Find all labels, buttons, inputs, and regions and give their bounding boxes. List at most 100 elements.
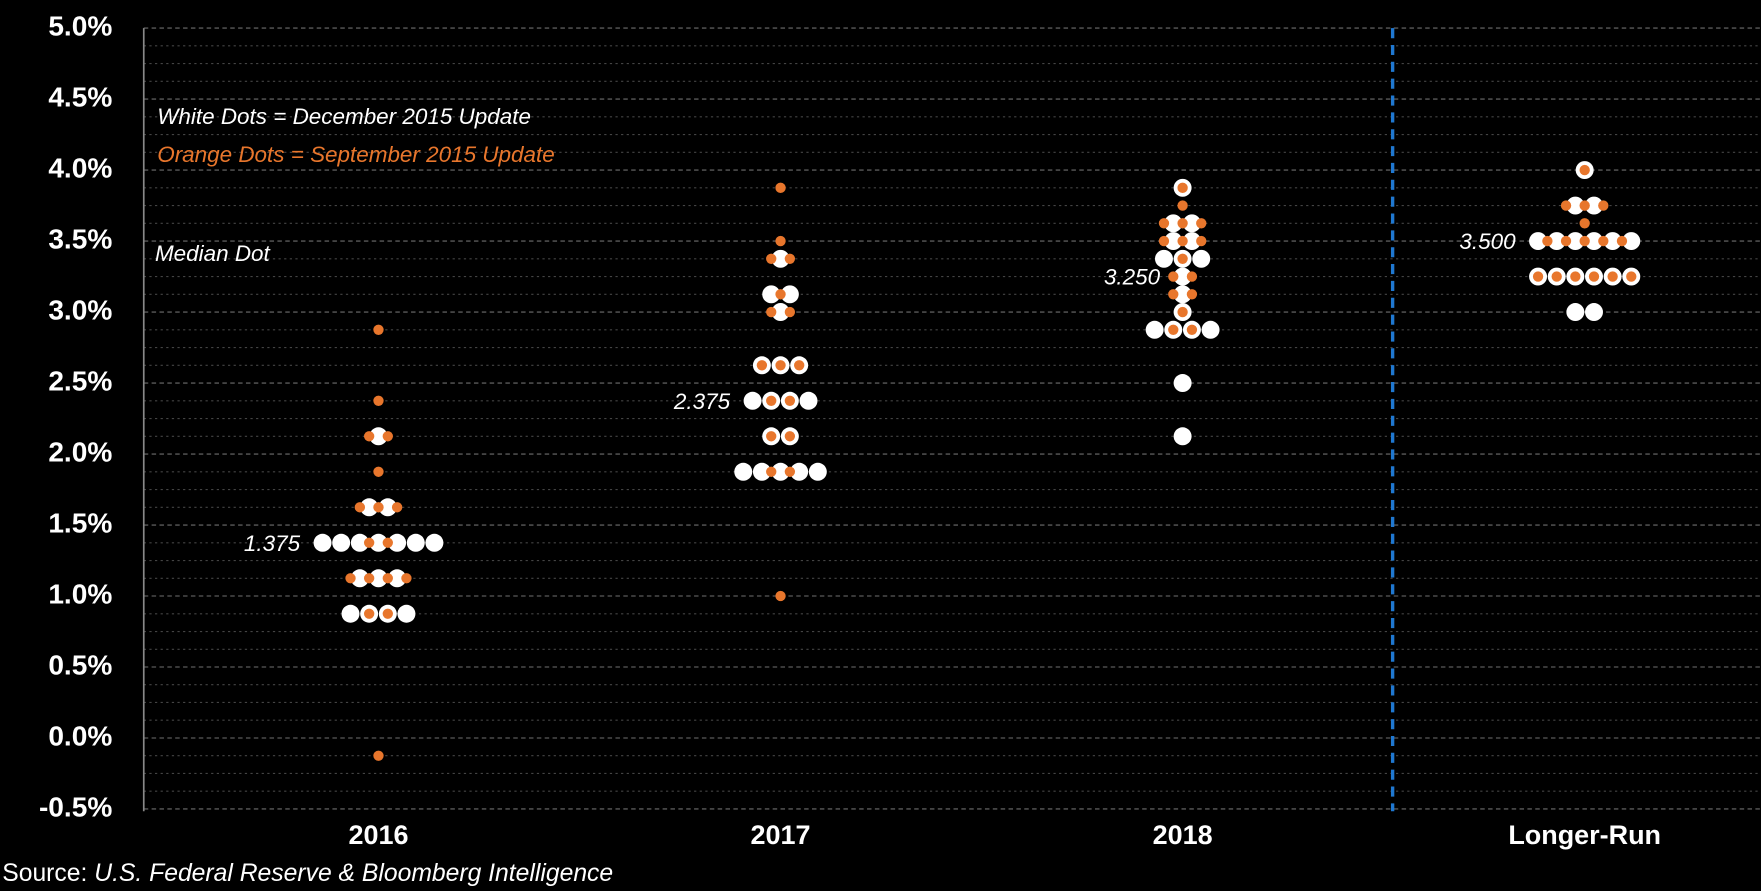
y-tick-label: 1.0% (48, 578, 112, 609)
dot (775, 182, 786, 193)
y-tick-label: 4.0% (48, 152, 112, 183)
dot (790, 462, 809, 481)
dot (784, 306, 796, 318)
dot (1192, 249, 1211, 268)
dot (771, 303, 790, 322)
dot (784, 466, 796, 477)
dot (341, 604, 360, 623)
dot (1588, 271, 1600, 282)
dot (1616, 235, 1628, 247)
plot (313, 161, 1641, 761)
dot (332, 533, 351, 552)
dot (1598, 200, 1609, 211)
dot (771, 462, 790, 481)
legend-entry: Orange Dots = September 2015 Update (157, 142, 554, 167)
dot (799, 391, 818, 410)
dot (373, 324, 384, 335)
y-tick-label: 0.5% (48, 649, 112, 680)
y-tick-label: 4.5% (48, 81, 112, 112)
dot (1182, 214, 1201, 233)
dot (775, 289, 786, 300)
dot (1177, 218, 1188, 229)
dot (780, 285, 799, 304)
dot (756, 360, 768, 371)
dot (313, 533, 332, 552)
median-label: 1.375 (244, 531, 301, 556)
y-tick-label: -0.5% (39, 791, 112, 822)
median-label: 3.500 (1459, 229, 1516, 254)
dot (1585, 303, 1603, 322)
dot (1173, 285, 1192, 304)
dot (1173, 267, 1192, 286)
dot (1201, 320, 1220, 339)
dot (1186, 289, 1198, 300)
dot (369, 569, 388, 588)
dot (784, 431, 796, 442)
y-tick-label: 2.5% (48, 365, 112, 396)
dot (1566, 303, 1585, 322)
dot (784, 253, 796, 264)
dot (382, 573, 393, 584)
dot (1579, 235, 1590, 247)
dot (1196, 235, 1207, 247)
dot (766, 395, 777, 406)
dot (373, 395, 384, 406)
dot (808, 462, 827, 481)
dot (363, 537, 375, 548)
dot (1182, 232, 1201, 251)
dot (1542, 235, 1553, 247)
dot (743, 391, 762, 410)
dot (784, 395, 796, 406)
median-label: 2.375 (673, 389, 731, 414)
dot (382, 431, 393, 442)
dot (1177, 200, 1188, 211)
dot (1168, 271, 1179, 282)
median-label: 3.250 (1104, 265, 1161, 290)
dot (794, 360, 805, 371)
dot (1551, 271, 1562, 282)
dot (391, 502, 403, 513)
dot (388, 533, 407, 552)
dot (1158, 235, 1170, 247)
dot (1560, 235, 1572, 247)
dot (345, 573, 356, 584)
dot (1579, 218, 1590, 229)
dot (1598, 235, 1609, 247)
y-tick-label: 5.0% (48, 11, 112, 42)
dot (1177, 306, 1188, 318)
legend-entry: White Dots = December 2015 Update (157, 104, 531, 129)
dot (425, 533, 444, 552)
x-tick-label: 2018 (1153, 820, 1213, 850)
dot (406, 533, 425, 552)
source-text: U.S. Federal Reserve & Bloomberg Intelli… (94, 860, 613, 887)
dot (350, 533, 369, 552)
dot (1566, 232, 1585, 251)
dot (766, 306, 777, 318)
dot (762, 285, 781, 304)
y-tick-label: 2.0% (48, 436, 112, 467)
dot (1579, 200, 1590, 211)
dot (378, 498, 397, 517)
dot (1168, 324, 1179, 335)
dot (1173, 427, 1192, 446)
dot (775, 235, 786, 247)
dot (350, 569, 369, 588)
y-tick-label: 1.5% (48, 507, 112, 538)
dot (1529, 232, 1548, 251)
dot (752, 462, 771, 481)
dot (373, 750, 384, 761)
x-tick-label: 2016 (349, 820, 409, 850)
dot (382, 608, 393, 619)
dot (771, 249, 790, 268)
dot (1158, 218, 1170, 229)
dot (1173, 374, 1192, 393)
dot (1566, 196, 1585, 215)
y-tick-label: 0.0% (48, 720, 112, 751)
dot (1585, 232, 1603, 251)
dot (1145, 320, 1164, 339)
dot (1177, 235, 1188, 247)
dot (1532, 271, 1544, 282)
median-title: Median Dot (155, 241, 272, 266)
dot (1168, 289, 1179, 300)
